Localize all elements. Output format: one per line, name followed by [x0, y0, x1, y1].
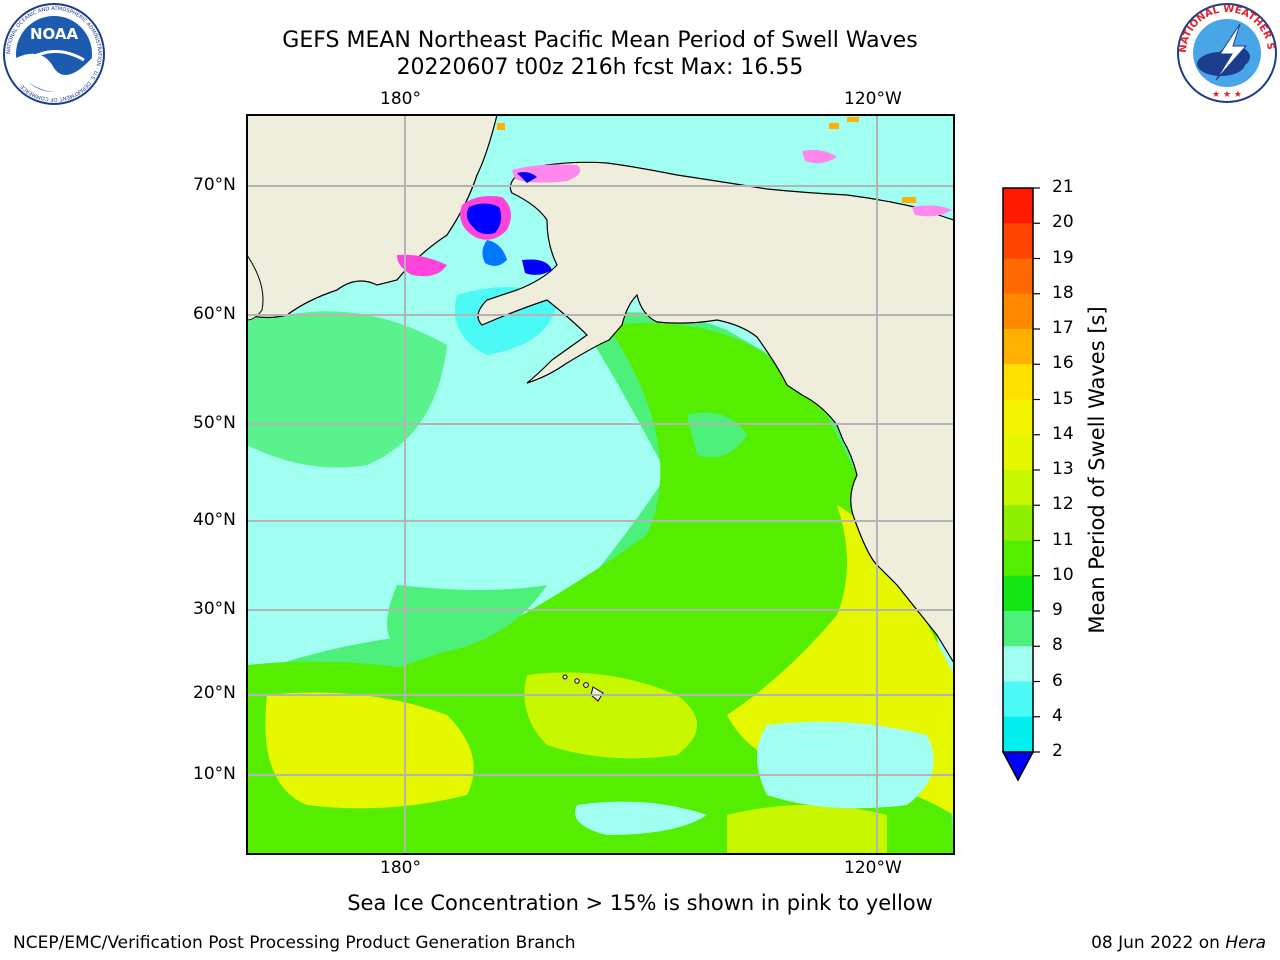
- lat-label-50n: 50°N: [193, 413, 236, 433]
- colorbar-bin: [1003, 646, 1033, 682]
- footer-host: Hera: [1225, 933, 1266, 953]
- footer-date: 08 Jun 2022 on Hera: [1091, 933, 1266, 953]
- lon-label-bottom-180: 180°: [380, 858, 421, 878]
- colorbar-label: Mean Period of Swell Waves [s]: [1085, 306, 1109, 634]
- colorbar-tick-label: 11: [1052, 529, 1074, 550]
- footer-date-text: 08 Jun 2022 on: [1091, 933, 1226, 953]
- colorbar-tick-label: 10: [1052, 564, 1074, 585]
- colorbar-bins: [1003, 188, 1033, 753]
- colorbar-tick-label: 19: [1052, 247, 1074, 268]
- noaa-logo: NOAA NATIONAL OCEANIC AND ATMOSPHERIC AD…: [2, 2, 106, 106]
- colorbar-tick-label: 6: [1052, 670, 1063, 691]
- swell-zone-8-9: [757, 721, 934, 809]
- colorbar-tick-label: 17: [1052, 318, 1074, 338]
- colorbar-bin: [1003, 258, 1033, 295]
- lat-label-10n: 10°N: [193, 764, 236, 784]
- colorbar-bin: [1003, 329, 1033, 365]
- colorbar-tick-label: 15: [1052, 388, 1074, 409]
- svg-text:★ ★ ★: ★ ★ ★: [1212, 90, 1242, 100]
- colorbar-bin: [1003, 540, 1033, 577]
- colorbar-tick-label: 20: [1052, 212, 1074, 233]
- nws-logo: NATIONAL WEATHER SERVICE ★ ★ ★: [1172, 0, 1278, 104]
- colorbar-bin: [1003, 399, 1033, 436]
- swell-period-map: [246, 114, 955, 855]
- colorbar-bin: [1003, 434, 1033, 471]
- lat-label-70n: 70°N: [193, 175, 236, 195]
- colorbar-bin: [1003, 505, 1033, 541]
- map-frame: [246, 114, 955, 855]
- chart-subtitle: 20220607 t00z 216h fcst Max: 16.55: [396, 55, 804, 80]
- colorbar-bin: [1003, 470, 1033, 506]
- colorbar-extend-arrow: [1003, 752, 1033, 780]
- colorbar-tick-label: 18: [1052, 282, 1074, 303]
- colorbar-bin: [1003, 188, 1033, 224]
- colorbar-bin: [1003, 716, 1033, 753]
- colorbar-tick-label: 21: [1052, 177, 1074, 197]
- colorbar-tick-label: 13: [1052, 459, 1074, 479]
- colorbar-tick-label: 8: [1052, 635, 1063, 656]
- lon-label-top-120w: 120°W: [844, 89, 902, 109]
- colorbar-bin: [1003, 293, 1033, 330]
- chart-title: GEFS MEAN Northeast Pacific Mean Period …: [282, 28, 918, 53]
- colorbar-tick-label: 14: [1052, 423, 1074, 444]
- colorbar-tick-label: 2: [1052, 741, 1063, 761]
- colorbar-tick-label: 9: [1052, 600, 1063, 620]
- colorbar: [1001, 187, 1040, 782]
- footer-branch: NCEP/EMC/Verification Post Processing Pr…: [13, 933, 576, 953]
- colorbar-tick-label: 16: [1052, 353, 1074, 374]
- colorbar-bin: [1003, 681, 1033, 718]
- colorbar-tick-label: 12: [1052, 494, 1074, 515]
- colorbar-bin: [1003, 575, 1033, 612]
- sea-ice-patches: [397, 117, 952, 277]
- lat-label-30n: 30°N: [193, 599, 236, 619]
- north-america-land: [247, 115, 954, 665]
- lat-label-40n: 40°N: [193, 510, 236, 530]
- graticule: [247, 115, 954, 854]
- lat-label-20n: 20°N: [193, 683, 236, 703]
- colorbar-tick-label: 4: [1052, 705, 1063, 726]
- sea-ice-note: Sea Ice Concentration > 15% is shown in …: [347, 891, 933, 915]
- colorbar-bin: [1003, 364, 1033, 400]
- lon-label-top-180: 180°: [380, 89, 421, 109]
- colorbar-bin: [1003, 223, 1033, 259]
- colorbar-bin: [1003, 611, 1033, 647]
- noaa-logo-text: NOAA: [30, 25, 79, 43]
- lat-label-60n: 60°N: [193, 304, 236, 324]
- lon-label-bottom-120w: 120°W: [844, 858, 902, 878]
